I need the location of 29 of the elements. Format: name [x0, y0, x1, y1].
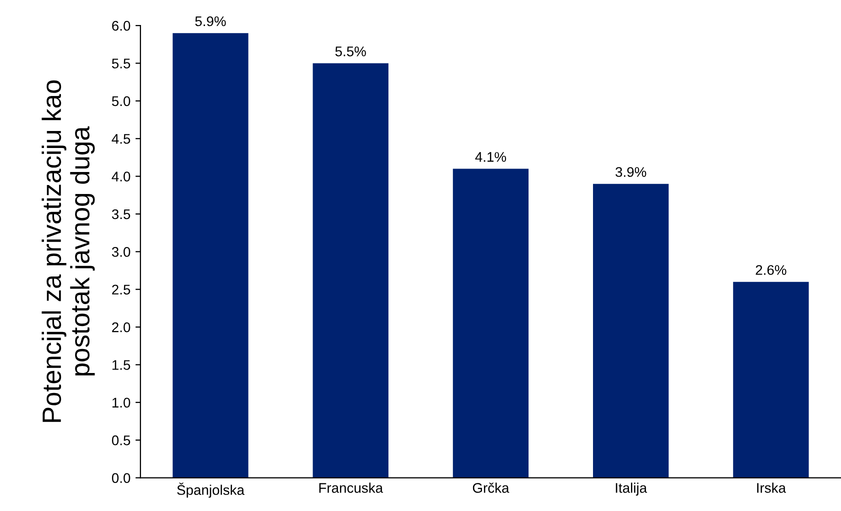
x-tick-label: Španjolska	[177, 482, 244, 498]
x-tick-label: Italija	[616, 482, 648, 496]
data-label: 5.5%	[335, 46, 366, 56]
x-tick-label: Grčka	[472, 482, 510, 493]
y-tick-label: 1.0	[112, 398, 130, 408]
y-tick-label: 5.5	[112, 58, 130, 68]
y-tick-label: 0.0	[112, 473, 130, 483]
y-tick-label: 4.0	[112, 172, 130, 182]
x-tick-label: Irska	[757, 482, 786, 493]
y-tick-label: 2.0	[112, 322, 130, 332]
y-tick-label: 2.5	[112, 284, 130, 295]
y-tick-label: 3.0	[112, 247, 130, 257]
bar	[452, 168, 529, 478]
bar	[593, 184, 669, 478]
bar	[312, 63, 388, 478]
y-tick-label: 0.5	[112, 435, 130, 446]
y-tick-label: 6.0	[112, 20, 130, 31]
data-label: 5.9%	[195, 16, 226, 26]
data-label: 3.9%	[616, 167, 646, 177]
y-tick-label: 5.0	[112, 96, 130, 106]
y-tick-label: 4.5	[112, 134, 130, 144]
data-label: 2.6%	[756, 265, 786, 275]
y-tick-label: 3.5	[112, 209, 130, 220]
bar	[733, 282, 809, 478]
x-tick-label: Francuska	[319, 482, 384, 493]
bar	[172, 33, 248, 478]
y-axis-title: Potencijal za privatizaciju kao postotak javnog duga	[42, 80, 95, 422]
data-label: 4.1%	[475, 152, 506, 162]
y-tick-label: 1.5	[112, 360, 130, 370]
